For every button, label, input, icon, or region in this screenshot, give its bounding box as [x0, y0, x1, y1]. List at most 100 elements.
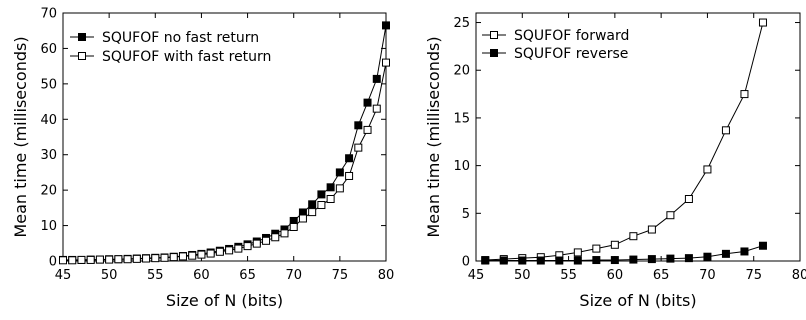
left-series-1-point: [178, 252, 187, 261]
left-series-0-point: [335, 168, 344, 177]
left-series-0-point: [354, 121, 363, 130]
right-series-1-point: [703, 252, 712, 261]
left-series-1-point: [77, 255, 86, 264]
right-series-0-point: [721, 126, 730, 135]
left-series-1-point: [363, 125, 372, 134]
right-series-0-line: [485, 22, 764, 261]
left-series-1-point: [206, 249, 215, 258]
left-legend-marker-0: [78, 33, 86, 41]
right-legend-label-0: SQUFOF forward: [514, 28, 629, 44]
left-series-1-point: [188, 251, 197, 260]
right-x-tick-label: 50: [514, 268, 531, 283]
left-series-1-point: [308, 208, 317, 217]
left-series-1-point: [68, 256, 77, 265]
right-plot-frame: [475, 12, 801, 262]
left-series-0-point: [326, 183, 335, 192]
left-legend-label-0: SQUFOF no fast return: [102, 30, 259, 46]
left-legend-label-1: SQUFOF with fast return: [102, 49, 271, 65]
left-series-1-point: [317, 201, 326, 210]
right-series-1-point: [629, 255, 638, 264]
left-x-tick-label: 50: [101, 268, 118, 283]
left-series-1-point: [225, 246, 234, 255]
left-series-1-point: [372, 104, 381, 113]
left-series-1-point: [123, 255, 132, 264]
left-series-1-point: [298, 214, 307, 223]
right-legend-marker-1: [490, 49, 498, 57]
left-series-1-point: [243, 242, 252, 251]
left-series-1-point: [105, 255, 114, 264]
right-y-tick-label: 10: [453, 159, 470, 174]
right-series-1-point: [721, 249, 730, 258]
left-y-tick-label: 60: [40, 42, 57, 57]
left-series-1-point: [354, 143, 363, 152]
left-x-tick-label: 75: [332, 268, 349, 283]
right-x-tick-label: 45: [468, 268, 485, 283]
left-series-0-point: [372, 74, 381, 83]
right-y-tick-label: 0: [462, 255, 470, 270]
right-series-1-point: [573, 256, 582, 265]
left-series-0-point: [345, 154, 354, 163]
right-series-0-point: [758, 18, 767, 27]
left-x-tick-label: 55: [147, 268, 164, 283]
right-legend-marker-0: [490, 31, 498, 39]
left-y-tick-label: 20: [40, 184, 57, 199]
left-series-0-point: [317, 190, 326, 199]
left-series-1-line: [63, 62, 387, 261]
right-x-tick-label: 60: [607, 268, 624, 283]
right-chart: 45 50 55 60 65 70 75 80 0 5 10 15 20 25 Size of N (bit…: [424, 12, 806, 310]
right-series-1-point: [666, 254, 675, 263]
left-series-1-point: [280, 229, 289, 238]
right-y-tick-label: 20: [453, 64, 470, 79]
left-series-1-point: [95, 255, 104, 264]
left-series-1-point: [234, 244, 243, 253]
right-x-tick-label: 55: [560, 268, 577, 283]
right-series-1-line: [485, 245, 764, 261]
left-series-1-point: [86, 255, 95, 264]
right-x-tick-label: 75: [745, 268, 762, 283]
right-y-axis-title: Mean time (milliseconds): [424, 36, 443, 237]
left-x-tick-label: 45: [55, 268, 72, 283]
right-y-tick-label: 5: [462, 207, 470, 222]
left-x-tick-label: 80: [378, 268, 395, 283]
right-series-0-point: [740, 90, 749, 99]
left-y-tick-label: 30: [40, 148, 57, 163]
left-legend-marker-1: [78, 52, 86, 60]
right-series-1-point: [684, 254, 693, 263]
right-y-tick-label: 15: [453, 111, 470, 126]
right-series-0-point: [610, 240, 619, 249]
left-series-1-point: [345, 171, 354, 180]
left-series-1-point: [326, 195, 335, 203]
right-x-tick-label: 65: [653, 268, 670, 283]
left-series-1-point: [271, 233, 280, 242]
right-series-1-point: [499, 256, 508, 265]
right-series-1-point: [592, 256, 601, 265]
right-x-tick-label: 80: [792, 268, 806, 283]
left-series-1-point: [197, 250, 206, 259]
right-series-0-point: [573, 248, 582, 257]
right-x-tick-label: 70: [699, 268, 716, 283]
left-series-1-point: [160, 253, 169, 262]
right-y-tick-label: 25: [453, 16, 470, 31]
left-series-0-point: [382, 21, 390, 30]
right-series-1-point: [647, 255, 656, 264]
left-series-1-point: [262, 236, 271, 245]
right-series-0-point: [647, 225, 656, 234]
left-y-tick-label: 50: [40, 77, 57, 92]
left-series-1-point: [252, 239, 261, 248]
left-series-1-point: [169, 253, 178, 262]
left-series-0-point: [308, 200, 317, 209]
left-series-1-point: [382, 58, 390, 67]
right-series-1-point: [758, 241, 767, 250]
right-series-1-point: [740, 247, 749, 256]
left-plot-frame: [62, 12, 387, 262]
right-series-0-point: [592, 244, 601, 253]
right-series-0-point: [703, 165, 712, 174]
left-y-tick-label: 0: [49, 255, 57, 270]
left-y-axis-title: Mean time (milliseconds): [11, 36, 30, 237]
left-series-0-point: [363, 98, 372, 107]
right-series-0-point: [684, 195, 693, 203]
right-series-1-point: [481, 256, 490, 265]
left-y-tick-label: 40: [40, 113, 57, 128]
